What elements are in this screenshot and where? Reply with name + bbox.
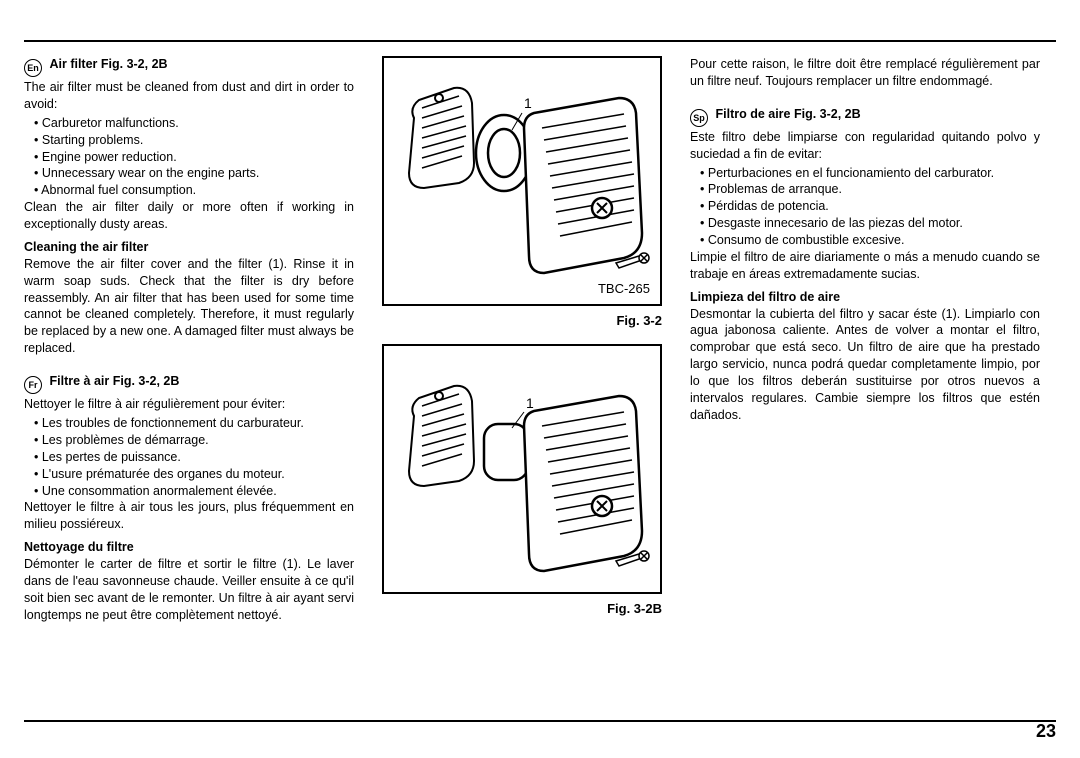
- list-item: Les problèmes de démarrage.: [34, 432, 354, 449]
- sp-bullets: Perturbaciones en el funcionamiento del …: [690, 165, 1040, 249]
- column-left: En Air filter Fig. 3-2, 2B The air filte…: [24, 56, 354, 631]
- fr-after: Nettoyer le filtre à air tous les jours,…: [24, 499, 354, 533]
- lang-badge-fr: Fr: [24, 376, 42, 394]
- en-subtext: Remove the air filter cover and the filt…: [24, 256, 354, 357]
- sp-title: Filtro de aire Fig. 3-2, 2B: [715, 107, 860, 121]
- column-right: Pour cette raison, le filtre doit être r…: [690, 56, 1040, 631]
- list-item: Abnormal fuel consumption.: [34, 182, 354, 199]
- sp-after: Limpie el filtro de aire diariamente o m…: [690, 249, 1040, 283]
- figure-3-2b: 1: [382, 344, 662, 594]
- list-item: Les pertes de puissance.: [34, 449, 354, 466]
- air-filter-diagram-icon: 1: [384, 58, 664, 308]
- fr-section: Fr Filtre à air Fig. 3-2, 2B: [24, 373, 354, 394]
- sp-intro: Este filtro debe limpiarse con regularid…: [690, 129, 1040, 163]
- list-item: L'usure prématurée des organes du moteur…: [34, 466, 354, 483]
- list-item: Les troubles de fonctionnement du carbur…: [34, 415, 354, 432]
- list-item: Pérdidas de potencia.: [700, 198, 1040, 215]
- content-columns: En Air filter Fig. 3-2, 2B The air filte…: [24, 40, 1056, 631]
- list-item: Problemas de arranque.: [700, 181, 1040, 198]
- sp-subtext: Desmontar la cubierta del filtro y sacar…: [690, 306, 1040, 424]
- lang-badge-sp: Sp: [690, 109, 708, 127]
- fr-intro: Nettoyer le filtre à air régulièrement p…: [24, 396, 354, 413]
- callout-1b: 1: [526, 395, 534, 411]
- bottom-rule: [24, 720, 1056, 722]
- en-title: Air filter Fig. 3-2, 2B: [49, 57, 167, 71]
- fr-title: Filtre à air Fig. 3-2, 2B: [49, 374, 179, 388]
- sp-section: Sp Filtro de aire Fig. 3-2, 2B: [690, 106, 1040, 127]
- list-item: Unnecessary wear on the engine parts.: [34, 165, 354, 182]
- list-item: Starting problems.: [34, 132, 354, 149]
- en-bullets: Carburetor malfunctions. Starting proble…: [24, 115, 354, 199]
- fr-bullets: Les troubles de fonctionnement du carbur…: [24, 415, 354, 499]
- figure-3-2: 1 TBC-265: [382, 56, 662, 306]
- figure-model-label: TBC-265: [598, 280, 650, 298]
- list-item: Carburetor malfunctions.: [34, 115, 354, 132]
- figure-3-2b-caption: Fig. 3-2B: [372, 600, 662, 618]
- en-after: Clean the air filter daily or more often…: [24, 199, 354, 233]
- list-item: Perturbaciones en el funcionamiento del …: [700, 165, 1040, 182]
- sp-subhead: Limpieza del filtro de aire: [690, 289, 1040, 306]
- column-figures: 1 TBC-265 Fig. 3: [372, 56, 672, 631]
- en-section: En Air filter Fig. 3-2, 2B: [24, 56, 354, 77]
- air-filter-diagram-2-icon: 1: [384, 346, 664, 596]
- fr-subhead: Nettoyage du filtre: [24, 539, 354, 556]
- fr-continuation: Pour cette raison, le filtre doit être r…: [690, 56, 1040, 90]
- lang-badge-en: En: [24, 59, 42, 77]
- callout-1: 1: [524, 95, 532, 111]
- list-item: Engine power reduction.: [34, 149, 354, 166]
- list-item: Consumo de combustible excesive.: [700, 232, 1040, 249]
- top-rule: [24, 40, 1056, 42]
- en-subhead: Cleaning the air filter: [24, 239, 354, 256]
- figure-3-2-caption: Fig. 3-2: [372, 312, 662, 330]
- list-item: Une consommation anormalement élevée.: [34, 483, 354, 500]
- list-item: Desgaste innecesario de las piezas del m…: [700, 215, 1040, 232]
- page-number: 23: [1036, 721, 1056, 742]
- en-intro: The air filter must be cleaned from dust…: [24, 79, 354, 113]
- fr-subtext: Démonter le carter de filtre et sortir l…: [24, 556, 354, 624]
